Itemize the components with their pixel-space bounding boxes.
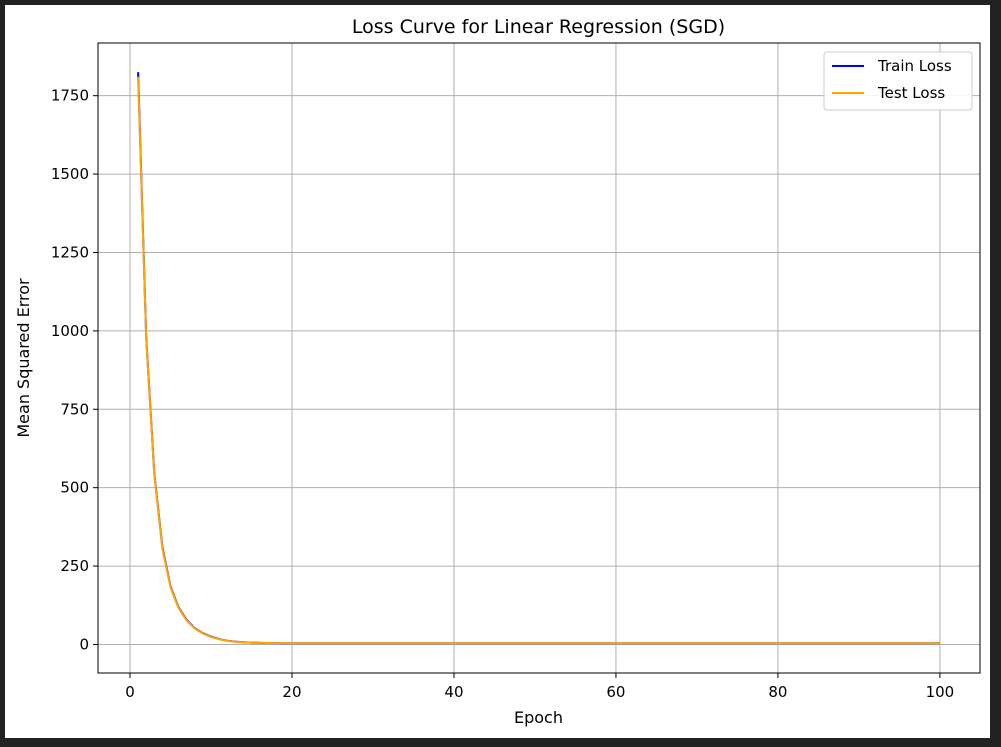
x-tick-label: 20 [282, 683, 301, 701]
series-line-train-loss [137, 72, 940, 645]
x-axis-label: Epoch [514, 708, 563, 727]
series-line-test-loss [137, 76, 940, 645]
x-tick-label: 0 [125, 683, 135, 701]
plot-frame [97, 42, 981, 674]
y-tick-label: 1000 [51, 322, 89, 340]
chart-title: Loss Curve for Linear Regression (SGD) [352, 16, 725, 38]
y-tick-label: 1750 [51, 87, 89, 105]
legend-label-train-loss: Train Loss [877, 57, 952, 75]
x-tick-label: 40 [444, 683, 463, 701]
grid-lines [98, 43, 980, 673]
x-tick-label: 100 [926, 683, 955, 701]
y-tick-label: 500 [60, 479, 89, 497]
line-chart: Loss Curve for Linear Regression (SGD) 0… [14, 16, 981, 727]
legend-label-test-loss: Test Loss [877, 84, 945, 102]
chart-figure: Loss Curve for Linear Regression (SGD) 0… [5, 5, 990, 738]
y-tick-label: 1500 [51, 165, 89, 183]
y-tick-label: 1250 [51, 243, 89, 261]
y-tick-label: 0 [79, 635, 89, 653]
x-tick-label: 60 [606, 683, 625, 701]
series-lines [137, 72, 940, 645]
y-axis-label: Mean Squared Error [14, 278, 33, 438]
y-tick-label: 250 [60, 557, 89, 575]
legend: Train Loss Test Loss [823, 51, 973, 111]
x-tick-label: 80 [768, 683, 787, 701]
y-tick-label: 750 [60, 400, 89, 418]
